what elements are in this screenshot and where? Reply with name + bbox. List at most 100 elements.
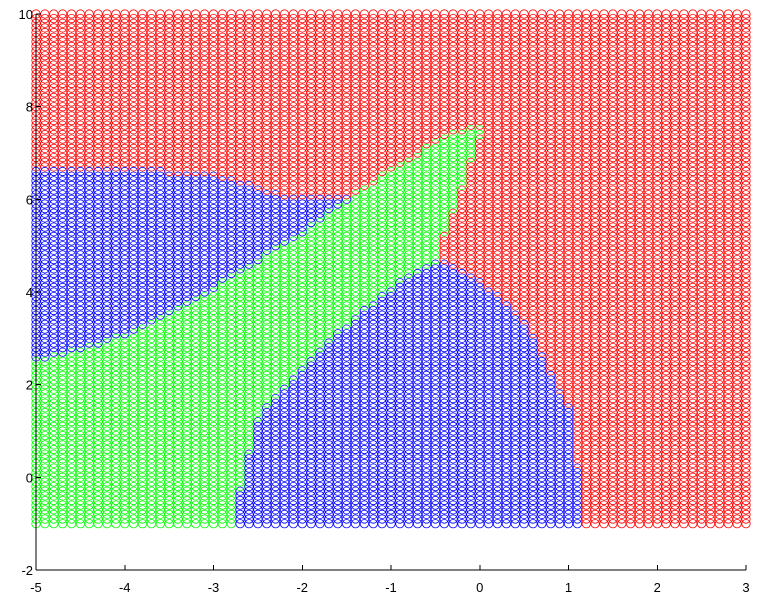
data-point: [288, 268, 298, 279]
data-point: [164, 440, 174, 450]
data-point: [270, 468, 281, 478]
data-point: [288, 217, 298, 228]
data-point: [297, 236, 307, 246]
data-point: [200, 227, 210, 237]
data-point: [66, 190, 77, 200]
data-point: [75, 18, 86, 28]
data-point: [111, 41, 121, 52]
data-point: [66, 199, 77, 209]
data-point: [208, 352, 219, 362]
data-point: [84, 148, 94, 158]
data-point: [200, 338, 210, 348]
data-point: [226, 148, 236, 158]
data-point: [191, 375, 201, 385]
data-point: [368, 236, 378, 246]
data-point: [173, 217, 183, 228]
data-point: [244, 37, 254, 47]
data-point: [66, 143, 77, 153]
data-point: [102, 190, 112, 200]
data-point: [288, 153, 298, 163]
data-point: [395, 305, 405, 316]
data-point: [40, 519, 50, 529]
data-point: [217, 241, 227, 251]
data-point: [182, 380, 192, 390]
data-point: [40, 315, 50, 325]
data-point: [164, 74, 174, 84]
data-point: [84, 250, 94, 260]
data-point: [208, 37, 219, 47]
data-point: [129, 454, 139, 464]
data-point: [111, 333, 121, 343]
data-point: [75, 356, 86, 367]
data-point: [279, 519, 290, 529]
data-point: [235, 477, 245, 487]
data-point: [155, 199, 165, 209]
data-point: [164, 449, 174, 459]
data-point: [191, 125, 201, 135]
data-point: [404, 83, 414, 93]
data-point: [324, 83, 334, 93]
data-point: [244, 291, 254, 302]
data-point: [40, 231, 50, 241]
data-point: [386, 9, 396, 19]
data-point: [173, 430, 183, 441]
data-point: [173, 222, 183, 232]
data-point: [93, 199, 103, 209]
data-point: [226, 356, 236, 367]
data-point: [217, 444, 227, 455]
data-point: [120, 472, 130, 482]
data-point: [270, 356, 281, 367]
data-point: [262, 509, 272, 520]
data-point: [235, 500, 245, 510]
data-point: [404, 426, 414, 436]
data-point: [217, 32, 227, 42]
data-point: [333, 305, 343, 316]
data-point: [306, 199, 316, 209]
data-point: [129, 83, 139, 93]
data-point: [102, 463, 112, 473]
data-point: [324, 199, 334, 209]
data-point: [40, 227, 50, 237]
data-point: [173, 509, 183, 520]
data-point: [368, 222, 378, 232]
data-point: [262, 393, 272, 404]
data-point: [111, 366, 121, 376]
data-point: [155, 259, 165, 269]
data-point: [84, 171, 94, 181]
data-point: [270, 291, 281, 302]
data-point: [164, 259, 174, 269]
data-point: [102, 421, 112, 431]
data-point: [84, 51, 94, 61]
data-point: [226, 92, 236, 103]
data-point: [253, 227, 263, 237]
data-point: [111, 375, 121, 385]
data-point: [75, 83, 86, 93]
data-point: [333, 287, 343, 297]
data-point: [137, 37, 148, 47]
data-point: [155, 55, 165, 65]
data-point: [350, 41, 361, 52]
data-point: [244, 129, 254, 140]
data-point: [66, 491, 77, 501]
data-point: [253, 333, 263, 343]
data-point: [297, 111, 307, 121]
data-point: [226, 329, 236, 339]
data-point: [404, 153, 414, 163]
data-point: [164, 250, 174, 260]
data-point: [226, 18, 236, 28]
data-point: [93, 495, 103, 506]
data-point: [111, 403, 121, 413]
data-point: [350, 111, 361, 121]
data-point: [341, 486, 352, 496]
data-point: [262, 18, 272, 28]
data-point: [235, 204, 245, 214]
data-point: [40, 153, 50, 163]
data-point: [270, 296, 281, 306]
data-point: [226, 472, 236, 482]
data-point: [146, 139, 156, 149]
data-point: [40, 199, 50, 209]
data-point: [111, 185, 121, 195]
data-point: [404, 194, 414, 204]
data-point: [120, 500, 130, 510]
data-point: [129, 356, 139, 367]
